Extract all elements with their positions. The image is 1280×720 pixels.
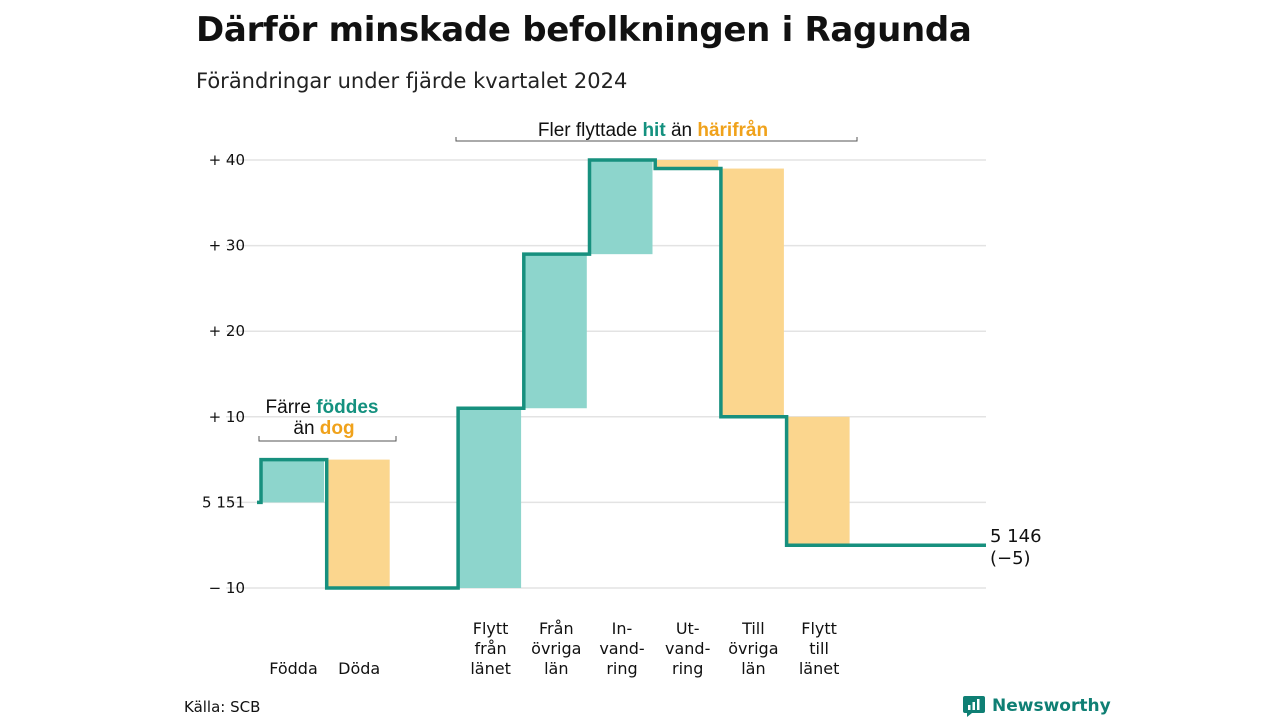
category-label: Ut- [676, 619, 700, 638]
waterfall-bar [589, 160, 653, 255]
waterfall-bar [786, 416, 850, 546]
births-annotation-line2: än dog [293, 418, 354, 439]
category-label: från [475, 639, 507, 658]
brand-logo: Newsworthy [962, 694, 1111, 718]
category-label: ring [672, 659, 703, 678]
category-label: Flytt [801, 619, 837, 638]
y-tick-label: + 40 [209, 151, 245, 169]
brand-name: Newsworthy [992, 696, 1111, 716]
chart-title: Därför minskade befolkningen i Ragunda [196, 10, 972, 50]
chart-subtitle: Förändringar under fjärde kvartalet 2024 [196, 69, 628, 93]
waterfall-bar [326, 459, 390, 588]
category-labels: Födda DödaFlyttfrånlänetFrånövrigalänIn-v… [269, 619, 839, 678]
category-label: län [544, 659, 568, 678]
category-label: ring [606, 659, 637, 678]
y-tick-label: 5 151 [202, 493, 245, 511]
category-label: län [741, 659, 765, 678]
newsworthy-logo-icon [963, 696, 985, 717]
y-axis-ticks: + 40 + 30 + 20 + 10 5 151 − 10 [202, 151, 245, 597]
births-annotation: Färre föddes än dog [258, 397, 397, 442]
moves-bracket [455, 137, 858, 142]
waterfall-bar [458, 408, 522, 588]
end-value-label: 5 146 [990, 526, 1042, 547]
births-annotation-line1: Färre föddes [266, 397, 379, 418]
category-label: övriga [728, 639, 778, 658]
category-label: länet [799, 659, 840, 678]
source-note: Källa: SCB [184, 698, 261, 716]
category-label: Flytt [473, 619, 509, 638]
category-label: vand- [599, 639, 644, 658]
category-label: till [809, 639, 829, 658]
waterfall-bar [523, 254, 587, 409]
y-tick-label: + 10 [209, 408, 245, 426]
waterfall-bars [261, 160, 850, 588]
y-tick-label: + 30 [209, 237, 245, 255]
category-label: övriga [531, 639, 581, 658]
waterfall-bar [720, 168, 784, 417]
category-label: In- [612, 619, 633, 638]
category-label: Födda [269, 659, 318, 678]
category-label: Döda [338, 659, 380, 678]
waterfall-chart: + 40 + 30 + 20 + 10 5 151 − 10 Födda Döda Flytt… [202, 120, 1042, 678]
y-tick-label: − 10 [209, 579, 245, 597]
y-tick-label: + 20 [209, 322, 245, 340]
running-total-line [257, 158, 986, 590]
category-label: Till [741, 619, 765, 638]
end-change-label: (−5) [990, 548, 1031, 569]
category-label: vand- [665, 639, 710, 658]
waterfall-bar [655, 160, 719, 169]
category-label: länet [470, 659, 511, 678]
waterfall-bar [261, 459, 324, 503]
births-bracket [258, 436, 397, 442]
category-label: Från [539, 619, 574, 638]
moves-annotation: Fler flyttade hit än härifrån [455, 120, 858, 142]
moves-annotation-text: Fler flyttade hit än härifrån [538, 120, 768, 141]
